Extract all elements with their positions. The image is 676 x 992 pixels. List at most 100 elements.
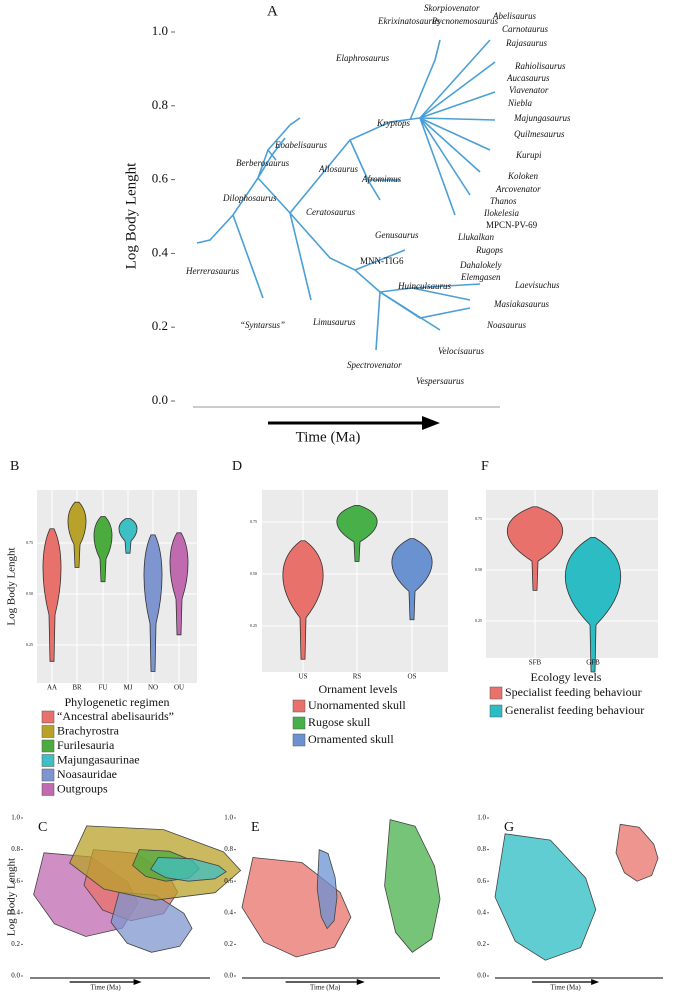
- label: Rugose skull: [308, 715, 371, 729]
- label: Vespersaurus: [416, 376, 464, 386]
- label: Masiakasaurus: [493, 299, 549, 309]
- label: Dilophosaurus: [222, 193, 277, 203]
- label: Pycnonemosaurus: [431, 16, 498, 26]
- area: [494, 833, 597, 961]
- label: MPCN-PV-69: [486, 220, 538, 230]
- label: FU: [99, 684, 108, 692]
- label: Thanos: [490, 196, 517, 206]
- label: B: [10, 459, 19, 474]
- label: Ornamented skull: [308, 732, 394, 746]
- arrow-head: [422, 416, 440, 430]
- label: Log Body Lenght: [6, 547, 18, 625]
- label: Kurupi: [515, 150, 542, 160]
- label: 0.8: [224, 845, 233, 853]
- legend-swatch: [292, 716, 306, 730]
- label: Ekrixinatosaurus: [377, 16, 440, 26]
- label: Afromimus: [361, 174, 402, 184]
- label: Noasauridae: [57, 767, 117, 781]
- label: Majungasaurinae: [57, 752, 140, 766]
- label: 0.8: [11, 845, 20, 853]
- violin: [336, 504, 378, 562]
- label: 1.0: [224, 814, 233, 822]
- label: Ornament levels: [319, 682, 398, 696]
- label: 0.4: [477, 908, 486, 916]
- label: 0.50: [250, 571, 257, 576]
- legend-swatch: [41, 754, 55, 767]
- arrow-head: [133, 979, 142, 985]
- label: Limusaurus: [312, 317, 356, 327]
- label: 0.50: [475, 567, 482, 572]
- label: 0.2: [11, 940, 20, 948]
- label: 0.4: [152, 244, 169, 259]
- label: “Syntarsus”: [240, 320, 285, 330]
- label: OU: [174, 684, 184, 692]
- label: Herrerasaurus: [185, 266, 240, 276]
- violin: [169, 532, 189, 636]
- legend-swatch: [41, 739, 55, 753]
- label: 1.0: [477, 814, 486, 822]
- legend-swatch: [489, 704, 503, 718]
- area: [615, 823, 659, 882]
- violin: [67, 501, 87, 568]
- violin: [93, 516, 113, 583]
- label: 0.2: [152, 318, 168, 333]
- label: Log Body Lenght: [6, 858, 18, 936]
- label: Berberosaurus: [236, 158, 290, 168]
- label: RS: [353, 673, 362, 681]
- label: E: [251, 820, 260, 835]
- label: Aucasaurus: [506, 73, 550, 83]
- label: 0.2: [224, 940, 233, 948]
- label: GFB: [586, 659, 600, 667]
- label: NO: [148, 684, 158, 692]
- label: Eoabelisaurus: [274, 140, 327, 150]
- label: Huinculsaurus: [397, 281, 452, 291]
- label: Ilokelesia: [483, 208, 519, 218]
- label: 0.8: [477, 845, 486, 853]
- label: MNN-TIG6: [360, 256, 404, 266]
- label: 0.75: [26, 540, 33, 545]
- label: 1.0: [152, 23, 168, 38]
- legend-swatch: [292, 733, 306, 747]
- plot-bg: [37, 490, 197, 683]
- label: BR: [72, 684, 82, 692]
- label: 0.0: [477, 972, 486, 980]
- label: “Ancestral abelisaurids”: [57, 709, 174, 723]
- label: 0.0: [224, 972, 233, 980]
- legend-swatch: [41, 710, 55, 724]
- label: Time (Ma): [296, 429, 361, 445]
- label: Koloken: [507, 171, 538, 181]
- label: Time (Ma): [550, 984, 581, 992]
- label: Rajasaurus: [505, 38, 548, 48]
- label: Time (Ma): [310, 984, 341, 992]
- label: 0.25: [475, 618, 482, 623]
- label: SFB: [529, 659, 542, 667]
- label: G: [504, 820, 514, 835]
- label: Furilesauria: [57, 738, 115, 752]
- label: US: [299, 673, 308, 681]
- label: Skorpiovenator: [424, 3, 480, 13]
- label: Specialist feeding behaviour: [505, 685, 642, 699]
- label: Kryptops: [376, 118, 411, 128]
- label: Rugops: [475, 245, 503, 255]
- label: Elaphrosaurus: [335, 53, 390, 63]
- label: Llukalkan: [457, 232, 494, 242]
- label: 0.2: [477, 940, 486, 948]
- label: 0.25: [26, 642, 33, 647]
- violin: [565, 536, 621, 673]
- label: A: [267, 3, 278, 19]
- label: 0.6: [152, 171, 169, 186]
- label: 0.25: [250, 623, 257, 628]
- label: Laevisuchus: [514, 280, 560, 290]
- label: F: [481, 459, 489, 474]
- label: Outgroups: [57, 781, 108, 795]
- violin: [391, 538, 433, 621]
- label: 0.6: [224, 877, 233, 885]
- area: [110, 891, 193, 953]
- label: Generalist feeding behaviour: [505, 703, 644, 717]
- label: 0.6: [11, 877, 20, 885]
- label: Arcovenator: [495, 184, 541, 194]
- label: Velocisaurus: [438, 346, 484, 356]
- label: Niebla: [507, 98, 532, 108]
- label: Dahalokely: [459, 260, 501, 270]
